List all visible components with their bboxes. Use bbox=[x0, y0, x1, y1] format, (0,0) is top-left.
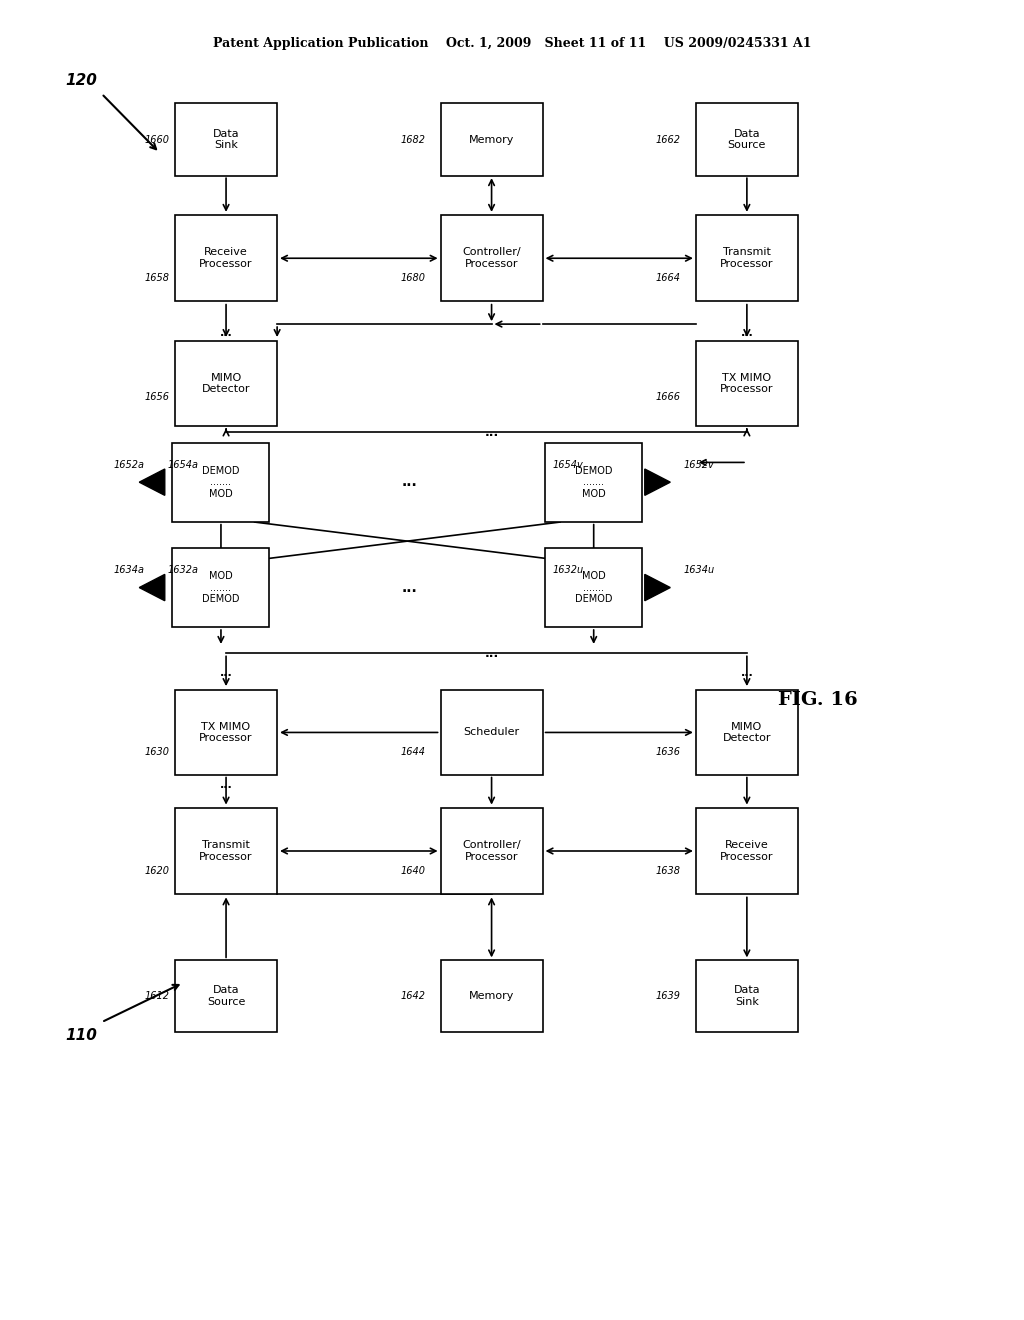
Text: ...: ... bbox=[220, 329, 232, 338]
Text: 1636: 1636 bbox=[655, 747, 681, 758]
Text: Transmit
Processor: Transmit Processor bbox=[720, 247, 773, 269]
Text: Memory: Memory bbox=[469, 135, 514, 145]
Text: ...: ... bbox=[740, 329, 754, 338]
Polygon shape bbox=[139, 574, 165, 601]
Text: TX MIMO
Processor: TX MIMO Processor bbox=[720, 372, 773, 395]
Polygon shape bbox=[645, 469, 671, 495]
Text: Scheduler: Scheduler bbox=[464, 727, 519, 738]
Text: 1632a: 1632a bbox=[168, 565, 199, 576]
FancyBboxPatch shape bbox=[696, 341, 798, 426]
FancyBboxPatch shape bbox=[440, 215, 543, 301]
Text: 1640: 1640 bbox=[400, 866, 425, 875]
FancyBboxPatch shape bbox=[172, 548, 269, 627]
Text: 1632u: 1632u bbox=[553, 565, 584, 576]
Text: ...: ... bbox=[740, 668, 754, 678]
FancyBboxPatch shape bbox=[545, 442, 642, 521]
FancyBboxPatch shape bbox=[175, 341, 278, 426]
Text: 110: 110 bbox=[66, 1028, 97, 1043]
Text: 1656: 1656 bbox=[144, 392, 170, 401]
Text: 1682: 1682 bbox=[400, 135, 425, 145]
Polygon shape bbox=[645, 574, 671, 601]
Text: 1639: 1639 bbox=[655, 991, 681, 1001]
Text: 1630: 1630 bbox=[144, 747, 170, 758]
Text: 1644: 1644 bbox=[400, 747, 425, 758]
FancyBboxPatch shape bbox=[175, 808, 278, 894]
Text: DEMOD
.......
MOD: DEMOD ....... MOD bbox=[574, 466, 612, 499]
Text: MOD
.......
DEMOD: MOD ....... DEMOD bbox=[574, 572, 612, 605]
Text: MIMO
Detector: MIMO Detector bbox=[202, 372, 250, 395]
Text: FIG. 16: FIG. 16 bbox=[778, 690, 858, 709]
FancyBboxPatch shape bbox=[172, 442, 269, 521]
Text: Transmit
Processor: Transmit Processor bbox=[200, 841, 253, 862]
FancyBboxPatch shape bbox=[175, 689, 278, 775]
Text: ...: ... bbox=[484, 425, 499, 438]
Text: 1612: 1612 bbox=[144, 991, 170, 1001]
FancyBboxPatch shape bbox=[440, 103, 543, 176]
FancyBboxPatch shape bbox=[175, 103, 278, 176]
Text: MOD
.......
DEMOD: MOD ....... DEMOD bbox=[202, 572, 240, 605]
Text: 1634u: 1634u bbox=[684, 565, 715, 576]
Text: ...: ... bbox=[402, 581, 418, 594]
Text: Data
Sink: Data Sink bbox=[733, 985, 760, 1007]
Text: ...: ... bbox=[220, 780, 232, 791]
FancyBboxPatch shape bbox=[440, 808, 543, 894]
Text: 1680: 1680 bbox=[400, 273, 425, 282]
Text: Data
Source: Data Source bbox=[728, 129, 766, 150]
Text: 120: 120 bbox=[66, 73, 97, 88]
Text: TX MIMO
Processor: TX MIMO Processor bbox=[200, 722, 253, 743]
Text: MIMO
Detector: MIMO Detector bbox=[723, 722, 771, 743]
Text: ...: ... bbox=[402, 475, 418, 490]
Text: ...: ... bbox=[220, 668, 232, 678]
Text: 1620: 1620 bbox=[144, 866, 170, 875]
Text: 1652v: 1652v bbox=[684, 461, 715, 470]
FancyBboxPatch shape bbox=[175, 215, 278, 301]
Text: 1652a: 1652a bbox=[114, 461, 144, 470]
Text: 1662: 1662 bbox=[655, 135, 681, 145]
Text: 1658: 1658 bbox=[144, 273, 170, 282]
FancyBboxPatch shape bbox=[545, 548, 642, 627]
FancyBboxPatch shape bbox=[440, 689, 543, 775]
Text: Patent Application Publication    Oct. 1, 2009   Sheet 11 of 11    US 2009/02453: Patent Application Publication Oct. 1, 2… bbox=[213, 37, 811, 50]
FancyBboxPatch shape bbox=[175, 960, 278, 1032]
Text: DEMOD
.......
MOD: DEMOD ....... MOD bbox=[202, 466, 240, 499]
Text: 1654v: 1654v bbox=[553, 461, 584, 470]
FancyBboxPatch shape bbox=[696, 808, 798, 894]
Text: 1654a: 1654a bbox=[168, 461, 199, 470]
Text: Receive
Processor: Receive Processor bbox=[720, 841, 773, 862]
FancyBboxPatch shape bbox=[696, 689, 798, 775]
Text: Memory: Memory bbox=[469, 991, 514, 1001]
Text: Data
Source: Data Source bbox=[207, 985, 245, 1007]
Text: 1634a: 1634a bbox=[114, 565, 144, 576]
Text: Controller/
Processor: Controller/ Processor bbox=[462, 247, 521, 269]
Text: 1660: 1660 bbox=[144, 135, 170, 145]
Text: 1638: 1638 bbox=[655, 866, 681, 875]
FancyBboxPatch shape bbox=[696, 215, 798, 301]
Text: Receive
Processor: Receive Processor bbox=[200, 247, 253, 269]
Polygon shape bbox=[139, 469, 165, 495]
Text: 1666: 1666 bbox=[655, 392, 681, 401]
Text: 1642: 1642 bbox=[400, 991, 425, 1001]
FancyBboxPatch shape bbox=[696, 960, 798, 1032]
Text: Data
Sink: Data Sink bbox=[213, 129, 240, 150]
FancyBboxPatch shape bbox=[696, 103, 798, 176]
FancyBboxPatch shape bbox=[440, 960, 543, 1032]
Text: Controller/
Processor: Controller/ Processor bbox=[462, 841, 521, 862]
Text: 1664: 1664 bbox=[655, 273, 681, 282]
Text: ...: ... bbox=[484, 647, 499, 660]
